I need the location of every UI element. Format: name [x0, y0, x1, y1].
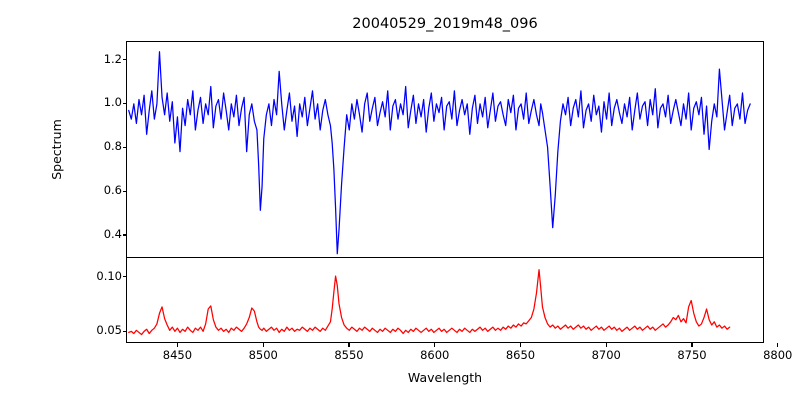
x-tick-label: 8450: [162, 348, 193, 362]
page-title: 20040529_2019m48_096: [352, 16, 538, 32]
spectrum-y-tick-text: 1.2: [103, 51, 122, 66]
spectrum-y-tick-mark: [122, 59, 126, 61]
x-tick-mark: [348, 343, 350, 347]
spectrum-y-tick-text: 0.4: [103, 226, 122, 241]
x-tick-mark: [605, 343, 607, 347]
spectrum-y-tick-mark: [122, 146, 126, 148]
x-axis-label: Wavelength: [407, 370, 483, 385]
y-axis-label-spectrum: Spectrum: [49, 119, 64, 180]
x-tick-label: 8600: [420, 348, 450, 362]
error-panel: [126, 257, 764, 343]
x-tick-mark: [777, 343, 779, 347]
x-tick-mark: [691, 343, 693, 347]
x-tick-label: 8800: [763, 348, 793, 362]
spectrum-y-tick-text: 0.6: [103, 183, 122, 198]
x-tick-label: 8550: [334, 348, 364, 362]
error-y-tick-mark: [122, 330, 126, 332]
spectrum-y-tick-text: 0.8: [103, 139, 122, 154]
spectrum-y-tick-mark: [122, 190, 126, 192]
spectrum-y-tick-mark: [122, 102, 126, 105]
x-tick-mark: [434, 343, 436, 347]
x-tick-label: 8750: [677, 348, 707, 362]
error-y-tick-text: 0.05: [96, 323, 122, 338]
y-axis-label-error: Error: [0, 259, 1, 345]
x-tick-label: 8700: [591, 348, 621, 362]
error-y-tick-mark: [122, 276, 126, 278]
spectrum-y-tick-text: 1.0: [103, 95, 122, 110]
x-tick-mark: [262, 343, 264, 347]
spectrum-plot-area: [127, 42, 763, 257]
error-line: [129, 270, 730, 335]
x-tick-mark: [176, 343, 179, 347]
spectrum-y-tick-mark: [122, 234, 126, 236]
spectrum-line: [129, 52, 750, 254]
error-plot-area: [127, 258, 763, 342]
error-y-tick-text: 0.10: [96, 268, 122, 283]
x-tick-label: 8650: [505, 348, 536, 362]
x-tick-mark: [519, 343, 522, 347]
spectrum-panel: [126, 41, 764, 258]
x-tick-label: 8500: [248, 348, 278, 362]
